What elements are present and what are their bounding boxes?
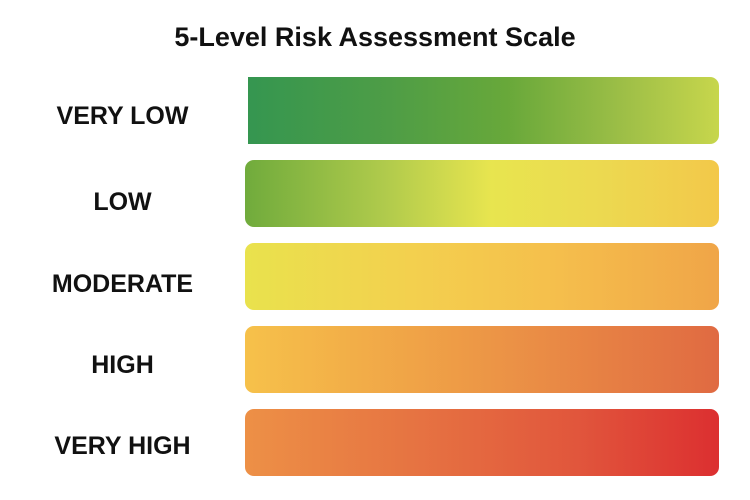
level-bar-high (245, 326, 719, 393)
level-label-low: LOW (93, 188, 152, 216)
level-label-very-high: VERY HIGH (54, 432, 191, 460)
level-label-moderate: MODERATE (51, 270, 194, 298)
level-label-very-low: VERY LOW (56, 102, 189, 130)
level-bar-low (245, 160, 719, 227)
level-bar-moderate (245, 243, 719, 310)
level-bar-very-low (248, 77, 719, 144)
level-label-high: HIGH (91, 351, 154, 379)
level-bar-very-high (245, 409, 719, 476)
diagram-title: 5-Level Risk Assessment Scale (174, 22, 576, 52)
